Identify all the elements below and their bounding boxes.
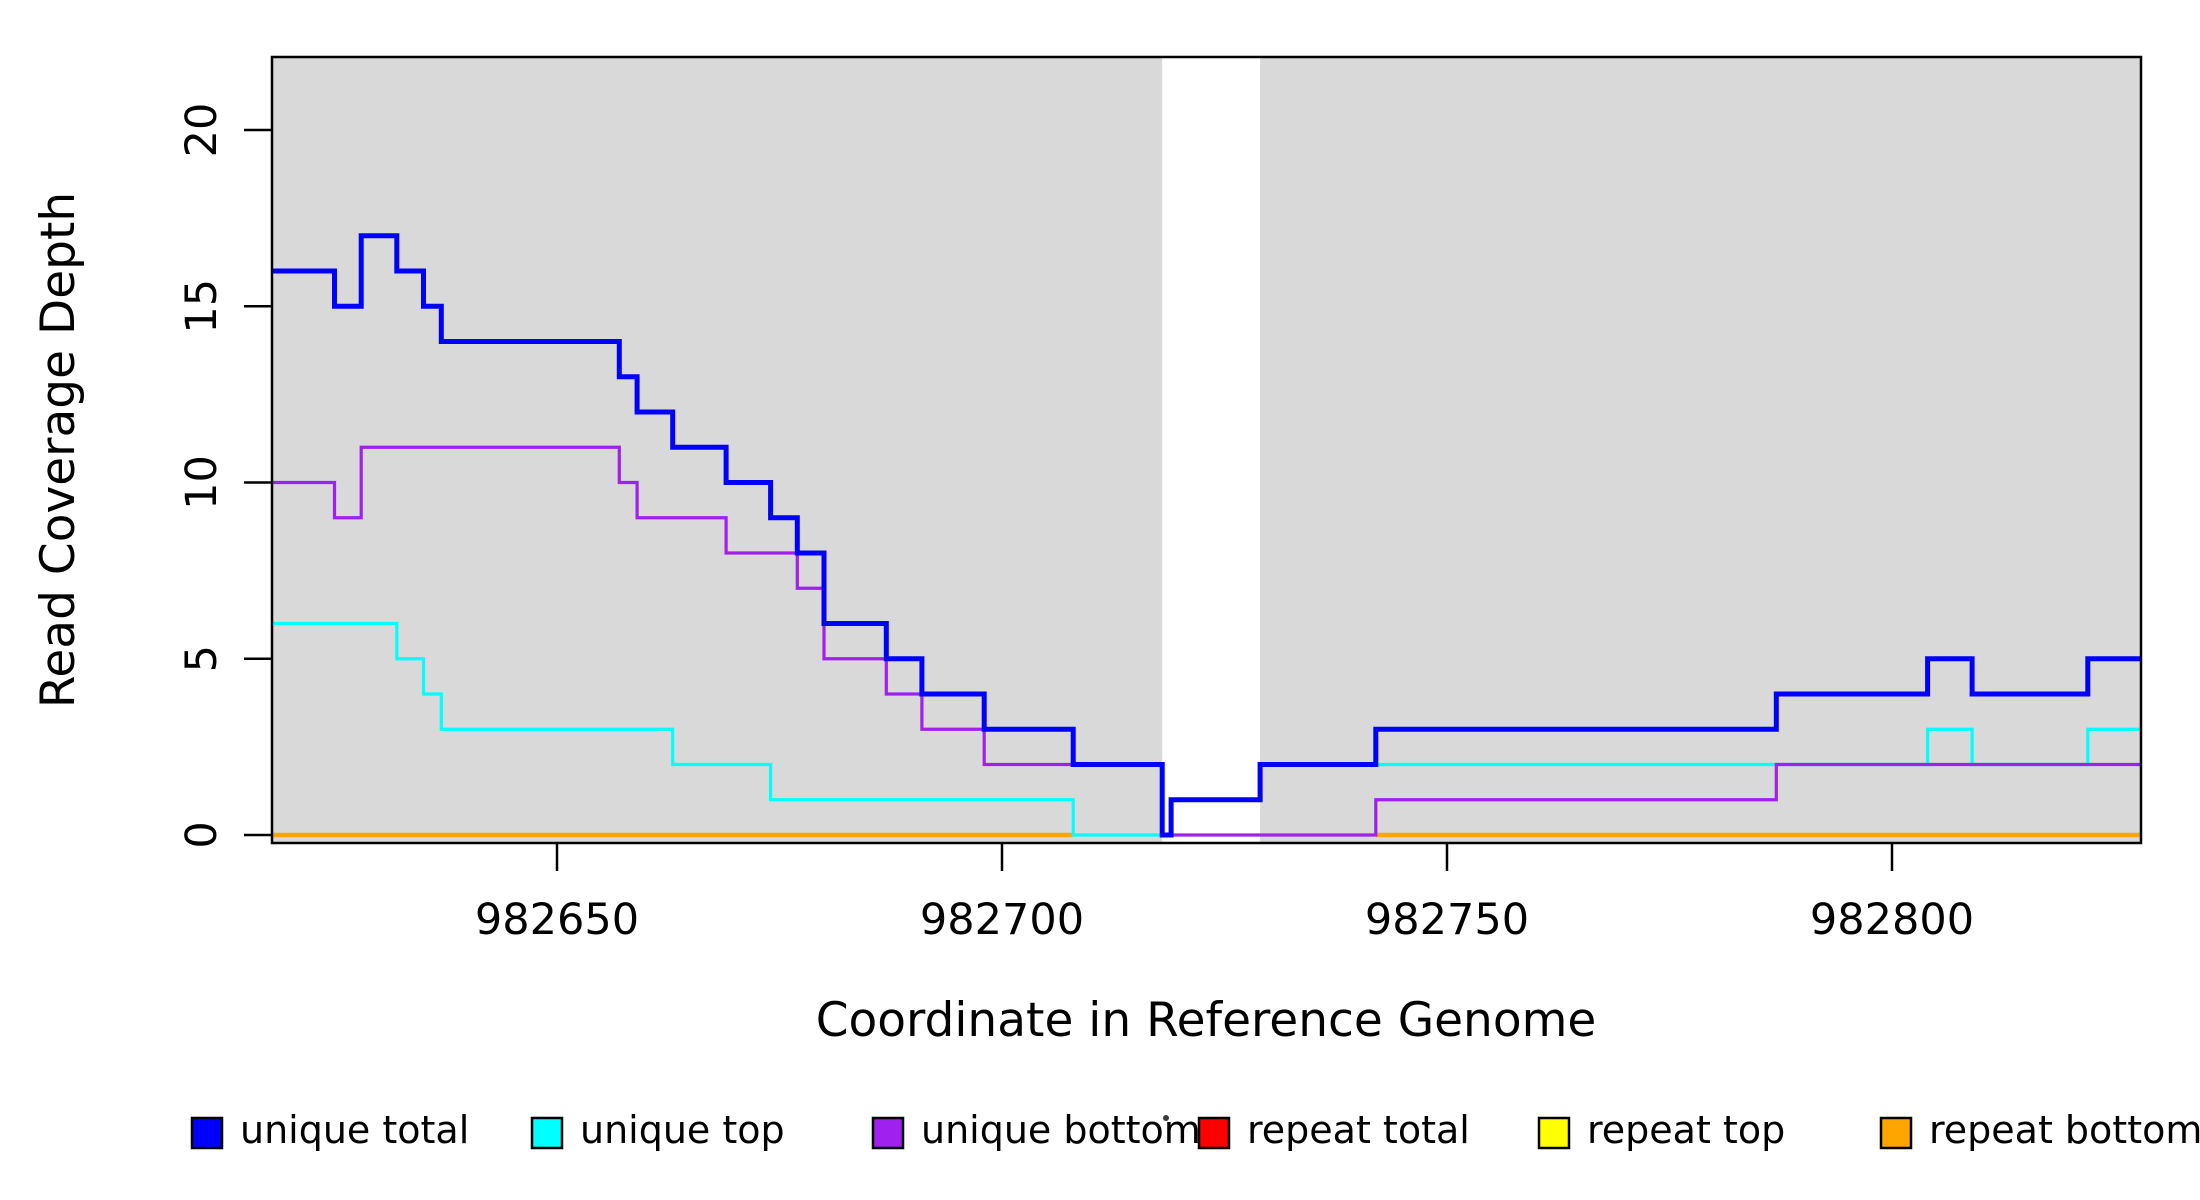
series-lines [272,233,2142,838]
x-axis-title: Coordinate in Reference Genome [816,993,1597,1048]
legend-item-unique-total: unique total [190,1108,469,1152]
legend-item-repeat-bottom: repeat bottom [1879,1108,2200,1152]
x-tick-label: 982750 [1365,895,1529,945]
y-tick-label: 15 [177,279,227,334]
x-axis: 982650 982700 982750 982800 [475,843,1974,945]
shaded-region [272,57,1163,843]
legend-item-unique-top: unique top [530,1108,785,1152]
x-tick-label: 982700 [920,895,1084,945]
legend-item-repeat-total: repeat total [1197,1108,1470,1152]
legend-swatch [1537,1116,1571,1150]
y-tick-label: 20 [177,103,227,158]
legend-swatch [190,1116,224,1150]
legend: unique total unique top unique bottom repea… [190,1108,2200,1152]
y-axis: 0 5 10 15 20 [177,103,272,849]
shaded-region [1260,57,2142,843]
stray-dot-artifact [1163,1115,1169,1121]
plot-panel [272,57,2142,843]
legend-swatch [1879,1116,1913,1150]
series-unique-top [272,621,2142,837]
y-axis-title: Read Coverage Depth [31,192,86,708]
y-tick-label: 0 [177,821,227,848]
legend-swatch [530,1116,564,1150]
legend-item-unique-bottom: unique bottom [871,1108,1201,1152]
legend-label: repeat total [1247,1108,1470,1152]
legend-label: unique total [240,1108,469,1152]
series-unique-total [272,233,2142,838]
legend-swatch [1197,1116,1231,1150]
legend-label: unique bottom [921,1108,1201,1152]
plot-frame [270,55,2143,845]
legend-item-repeat-top: repeat top [1537,1108,1785,1152]
x-tick-label: 982800 [1810,895,1974,945]
legend-label: repeat bottom [1929,1108,2200,1152]
y-tick-label: 5 [177,645,227,672]
legend-label: repeat top [1587,1108,1785,1152]
x-tick-label: 982650 [475,895,639,945]
legend-label: unique top [580,1108,785,1152]
y-tick-label: 10 [177,455,227,510]
legend-swatch [871,1116,905,1150]
